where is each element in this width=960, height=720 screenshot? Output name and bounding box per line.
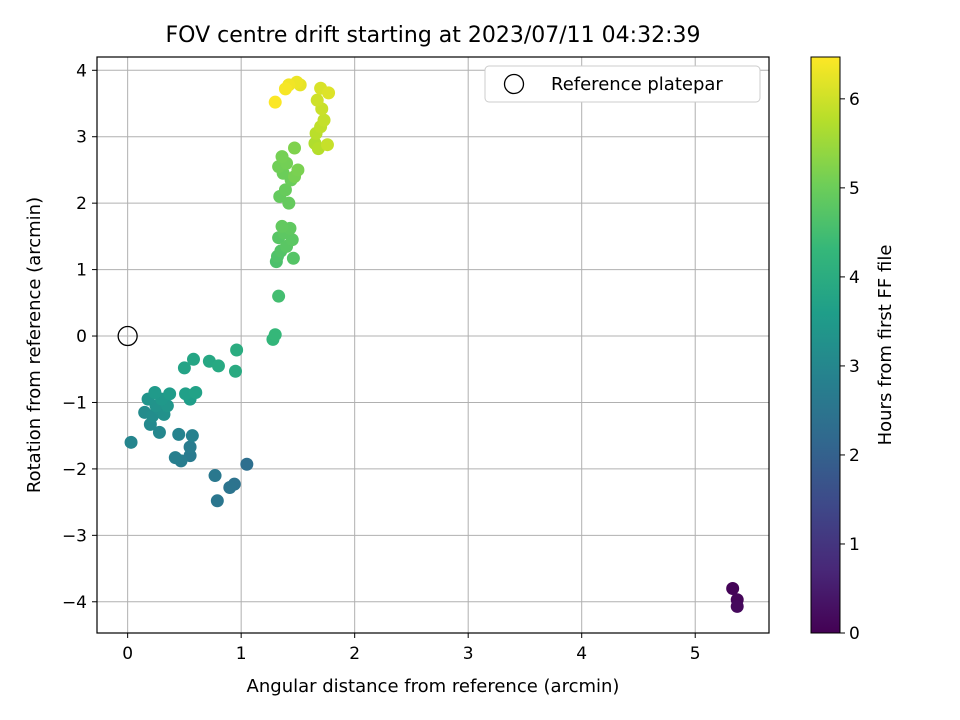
data-point <box>320 138 334 152</box>
data-point <box>208 469 222 483</box>
data-point <box>288 141 302 155</box>
data-point <box>282 196 296 210</box>
x-tick-label: 0 <box>122 644 133 664</box>
colorbar-ticks: 0 1 2 3 4 5 6 <box>840 90 860 644</box>
x-tick-label: 3 <box>463 644 474 664</box>
plot-frame <box>96 56 770 634</box>
y-tick-label: 3 <box>76 128 87 148</box>
data-point <box>189 386 203 400</box>
data-point <box>268 328 282 342</box>
chart-title: FOV centre drift starting at 2023/07/11 … <box>166 23 701 48</box>
data-point <box>177 361 191 375</box>
y-tick-label: 4 <box>76 61 87 81</box>
data-point <box>230 343 244 357</box>
colorbar-tick-label: 6 <box>849 90 860 110</box>
data-point <box>183 440 197 454</box>
colorbar-tick-label: 3 <box>849 357 860 377</box>
legend-reference-label: Reference platepar <box>551 74 723 95</box>
data-point <box>278 183 292 197</box>
x-tick-label: 2 <box>349 644 360 664</box>
data-point <box>291 163 305 177</box>
scatter-points <box>124 75 744 613</box>
data-point <box>152 425 166 439</box>
x-axis-label: Angular distance from reference (arcmin) <box>247 676 620 697</box>
data-point <box>185 429 199 443</box>
data-point <box>223 481 237 495</box>
colorbar-tick-label: 5 <box>849 179 860 199</box>
data-point <box>148 386 162 400</box>
data-point <box>730 599 744 613</box>
data-point <box>168 451 182 465</box>
y-tick-label: 1 <box>76 261 87 281</box>
data-point <box>186 352 200 366</box>
x-axis-ticks: 0 1 2 3 4 5 <box>122 633 701 664</box>
x-tick-label: 1 <box>236 644 247 664</box>
colorbar-tick-label: 2 <box>849 446 860 466</box>
data-point <box>726 581 740 595</box>
data-point <box>286 251 300 265</box>
legend: Reference platepar <box>484 65 761 103</box>
legend-box <box>484 65 761 103</box>
colorbar-tick-label: 4 <box>849 268 860 288</box>
reference-platepar-marker <box>117 325 138 347</box>
x-tick-label: 5 <box>690 644 701 664</box>
data-point <box>317 113 331 127</box>
data-point <box>211 359 225 373</box>
y-tick-label: 0 <box>76 327 87 347</box>
y-axis-ticks: −4 −3 −2 −1 0 1 2 3 4 <box>62 61 97 613</box>
data-point <box>240 457 254 471</box>
y-tick-label: 2 <box>76 194 87 214</box>
data-point <box>275 150 289 164</box>
data-point <box>310 93 324 107</box>
data-point <box>163 387 177 401</box>
data-point <box>272 289 286 303</box>
data-point <box>322 86 336 100</box>
data-point <box>228 364 242 378</box>
colorbar <box>810 56 841 634</box>
y-tick-label: −4 <box>62 593 87 613</box>
legend-reference-marker <box>503 73 525 95</box>
reference-layer <box>117 325 138 347</box>
data-point <box>275 219 289 233</box>
colorbar-label: Hours from first FF file <box>875 245 896 446</box>
data-point <box>179 387 193 401</box>
y-tick-label: −3 <box>62 526 87 546</box>
x-tick-label: 4 <box>576 644 587 664</box>
colorbar-tick-label: 1 <box>849 535 860 555</box>
colorbar-tick-label: 0 <box>849 624 860 644</box>
y-tick-label: −2 <box>62 460 87 480</box>
data-point <box>172 427 186 441</box>
data-point <box>278 82 292 96</box>
grid <box>97 57 769 633</box>
data-point <box>268 95 282 109</box>
data-point <box>210 494 224 508</box>
y-axis-label: Rotation from reference (arcmin) <box>24 197 45 493</box>
y-tick-label: −1 <box>62 393 87 413</box>
data-point <box>124 435 138 449</box>
